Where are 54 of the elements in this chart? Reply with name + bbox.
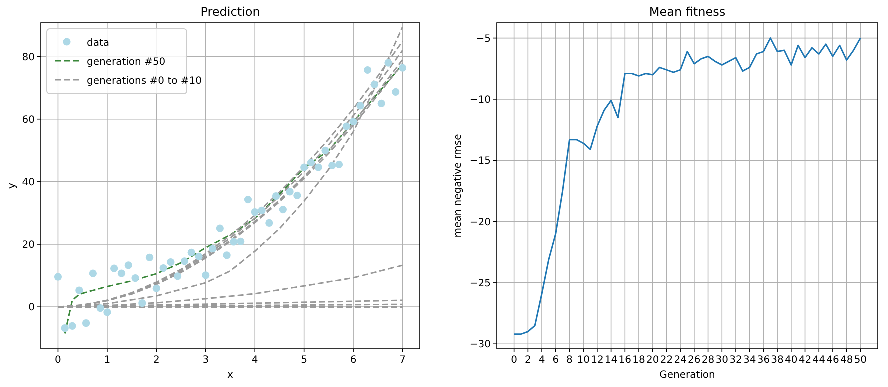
y-tick-label: 0 <box>28 302 35 314</box>
y-tick-label: −25 <box>470 278 491 290</box>
x-tick-label: 3 <box>202 355 210 366</box>
x-axis-title: x <box>228 370 234 381</box>
x-tick-label: 20 <box>646 355 660 366</box>
y-tick-label: −10 <box>470 94 491 106</box>
y-tick-label: 80 <box>22 52 35 64</box>
x-axis-title: Generation <box>660 370 716 381</box>
x-tick-label: 18 <box>632 355 646 366</box>
x-tick-label: 30 <box>716 355 729 366</box>
chart-title: Mean fitness <box>649 5 726 19</box>
x-tick-label: 22 <box>660 355 674 366</box>
x-tick-label: 8 <box>566 355 573 366</box>
x-tick-label: 0 <box>55 355 62 366</box>
y-tick-label: −30 <box>470 340 491 351</box>
x-tick-label: 0 <box>511 355 518 366</box>
x-tick-label: 40 <box>785 355 798 366</box>
y-tick-label: 40 <box>22 177 35 188</box>
x-tick-label: 12 <box>591 355 604 366</box>
x-tick-label: 2 <box>153 355 160 366</box>
x-tick-label: 50 <box>854 355 868 366</box>
y-tick-label: −5 <box>476 34 491 45</box>
x-tick-label: 28 <box>702 355 715 366</box>
y-axis-title: mean negative rmse <box>453 134 464 238</box>
x-tick-label: 32 <box>730 355 742 366</box>
x-tick-label: 10 <box>577 355 590 366</box>
x-tick-label: 6 <box>350 355 357 366</box>
y-tick-label: 20 <box>22 240 35 252</box>
x-tick-label: 1 <box>104 355 111 366</box>
x-tick-label: 5 <box>301 355 308 366</box>
x-tick-label: 42 <box>798 355 812 366</box>
x-tick-label: 2 <box>524 355 532 366</box>
legend-label: generations #0 to #10 <box>87 76 202 87</box>
x-tick-label: 38 <box>771 355 784 366</box>
x-tick-label: 14 <box>604 355 618 366</box>
y-axis-title: y <box>7 182 18 189</box>
legend-label: data <box>87 38 110 49</box>
y-tick-label: −15 <box>470 156 491 168</box>
x-tick-label: 24 <box>674 355 687 366</box>
x-tick-label: 6 <box>552 355 560 366</box>
x-tick-label: 36 <box>757 355 770 366</box>
y-tick-label: 60 <box>22 114 35 126</box>
legend-label: generation #50 <box>87 57 166 68</box>
x-tick-label: 26 <box>688 355 701 366</box>
x-tick-label: 46 <box>826 355 840 366</box>
x-tick-label: 44 <box>812 355 826 366</box>
x-tick-label: 34 <box>743 355 756 366</box>
y-tick-label: −20 <box>470 217 491 228</box>
x-tick-label: 4 <box>252 355 258 366</box>
x-tick-label: 48 <box>840 355 854 366</box>
x-tick-label: 16 <box>618 355 632 366</box>
chart-title: Prediction <box>200 5 260 19</box>
x-tick-label: 7 <box>400 355 406 366</box>
x-tick-label: 4 <box>538 355 546 366</box>
